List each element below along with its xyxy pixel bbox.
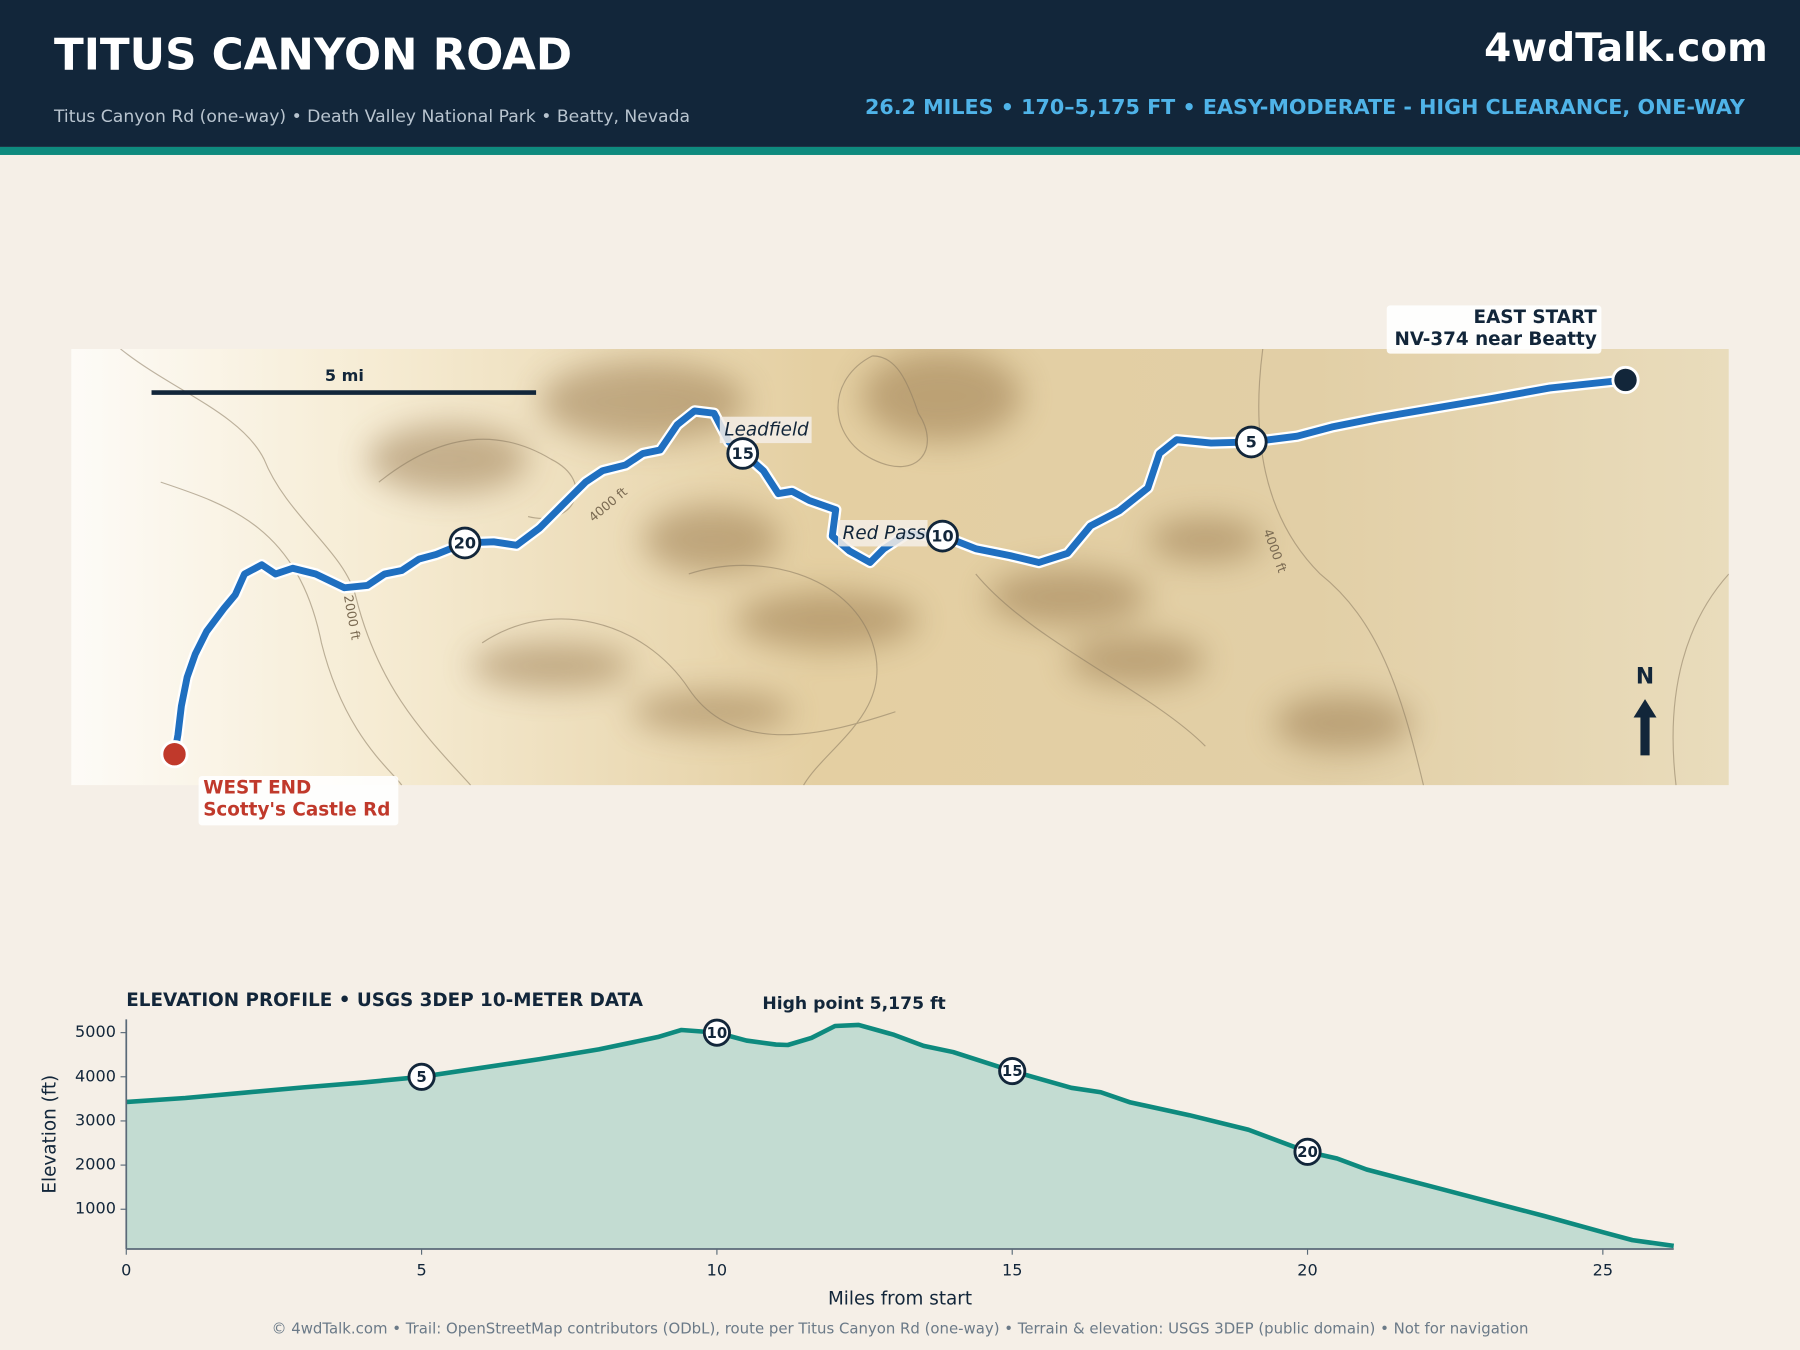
x-tick-label: 0: [121, 1260, 131, 1279]
profile-mile-label: 10: [707, 1024, 728, 1042]
east-start-point: [1611, 365, 1640, 395]
elevation-plot: 1000 2000 3000 4000 5000 0 5 10 15 20 25 5 10 15 20 Hig…: [75, 994, 1675, 1279]
north-label: N: [1636, 664, 1654, 689]
footer: © 4wdTalk.com • Trail: OpenStreetMap con…: [272, 1319, 1529, 1337]
x-tick-label: 5: [416, 1260, 426, 1279]
profile-mile-marker: [1293, 1137, 1322, 1166]
chart-title: ELEVATION PROFILE • USGS 3DEP 10-METER D…: [126, 990, 643, 1011]
y-tick-label: 5000: [75, 1022, 116, 1041]
profile-mile-label: 20: [1297, 1143, 1318, 1161]
mile-marker-label: 5: [1246, 433, 1257, 452]
route: [171, 376, 1629, 758]
label-bg: [198, 776, 399, 826]
label-bg: [719, 416, 812, 444]
profile-mile-marker: [998, 1056, 1027, 1086]
x-tick-label: 10: [707, 1260, 727, 1279]
y-tick-label: 2000: [75, 1155, 116, 1174]
y-tick-label: 4000: [75, 1066, 116, 1085]
profile-mile-marker: [702, 1018, 731, 1047]
elevation-area: [126, 1024, 1674, 1249]
map-mile-marker: 15: [726, 437, 760, 470]
mile-marker-label: 20: [454, 534, 476, 553]
profile-mile-label: 5: [416, 1068, 426, 1086]
title: TITUS CANYON ROAD: [54, 30, 572, 80]
x-tick-label: 15: [1002, 1260, 1022, 1279]
label-bg: [1386, 305, 1602, 354]
mile-marker-label: 10: [931, 527, 953, 546]
west-end-road: Scotty's Castle Rd: [203, 799, 390, 820]
map-terrain: [71, 348, 1729, 786]
elevation-line: [126, 1022, 1675, 1249]
y-axis-label: Elevation (ft): [40, 1075, 61, 1194]
header-band: [0, 0, 1800, 147]
map-mile-marker: 10: [926, 519, 959, 553]
header-stripe: [0, 146, 1800, 155]
y-tick-label: 3000: [75, 1110, 116, 1129]
trail-stats: 26.2 MILES • 170–5,175 FT • EASY-MODERAT…: [865, 95, 1746, 119]
x-tick-label: 25: [1593, 1260, 1613, 1279]
west-end-point: [160, 740, 189, 769]
east-start-road: NV-374 near Beatty: [1395, 329, 1597, 350]
place-label: Red Pass: [843, 523, 926, 544]
scale-label: 5 mi: [325, 366, 364, 385]
high-point-annotation: High point 5,175 ft: [762, 994, 945, 1014]
profile-mile-marker: [407, 1062, 436, 1091]
x-tick-label: 20: [1297, 1260, 1317, 1279]
y-tick-label: 1000: [75, 1199, 116, 1218]
map-mile-marker: 5: [1234, 425, 1268, 459]
x-axis-label: Miles from start: [828, 1288, 972, 1309]
map-mile-marker: 20: [448, 526, 482, 560]
west-end-label: WEST END: [203, 778, 311, 799]
east-start-label: EAST START: [1474, 307, 1598, 328]
mile-marker-label: 15: [732, 444, 754, 463]
profile-mile-label: 15: [1002, 1062, 1023, 1080]
label-bg: [838, 520, 928, 547]
place-label: Leadfield: [724, 419, 809, 440]
brand: 4wdTalk.com: [1484, 26, 1768, 71]
north-arrow: [1633, 699, 1657, 756]
subtitle: Titus Canyon Rd (one-way) • Death Valley…: [53, 107, 690, 127]
